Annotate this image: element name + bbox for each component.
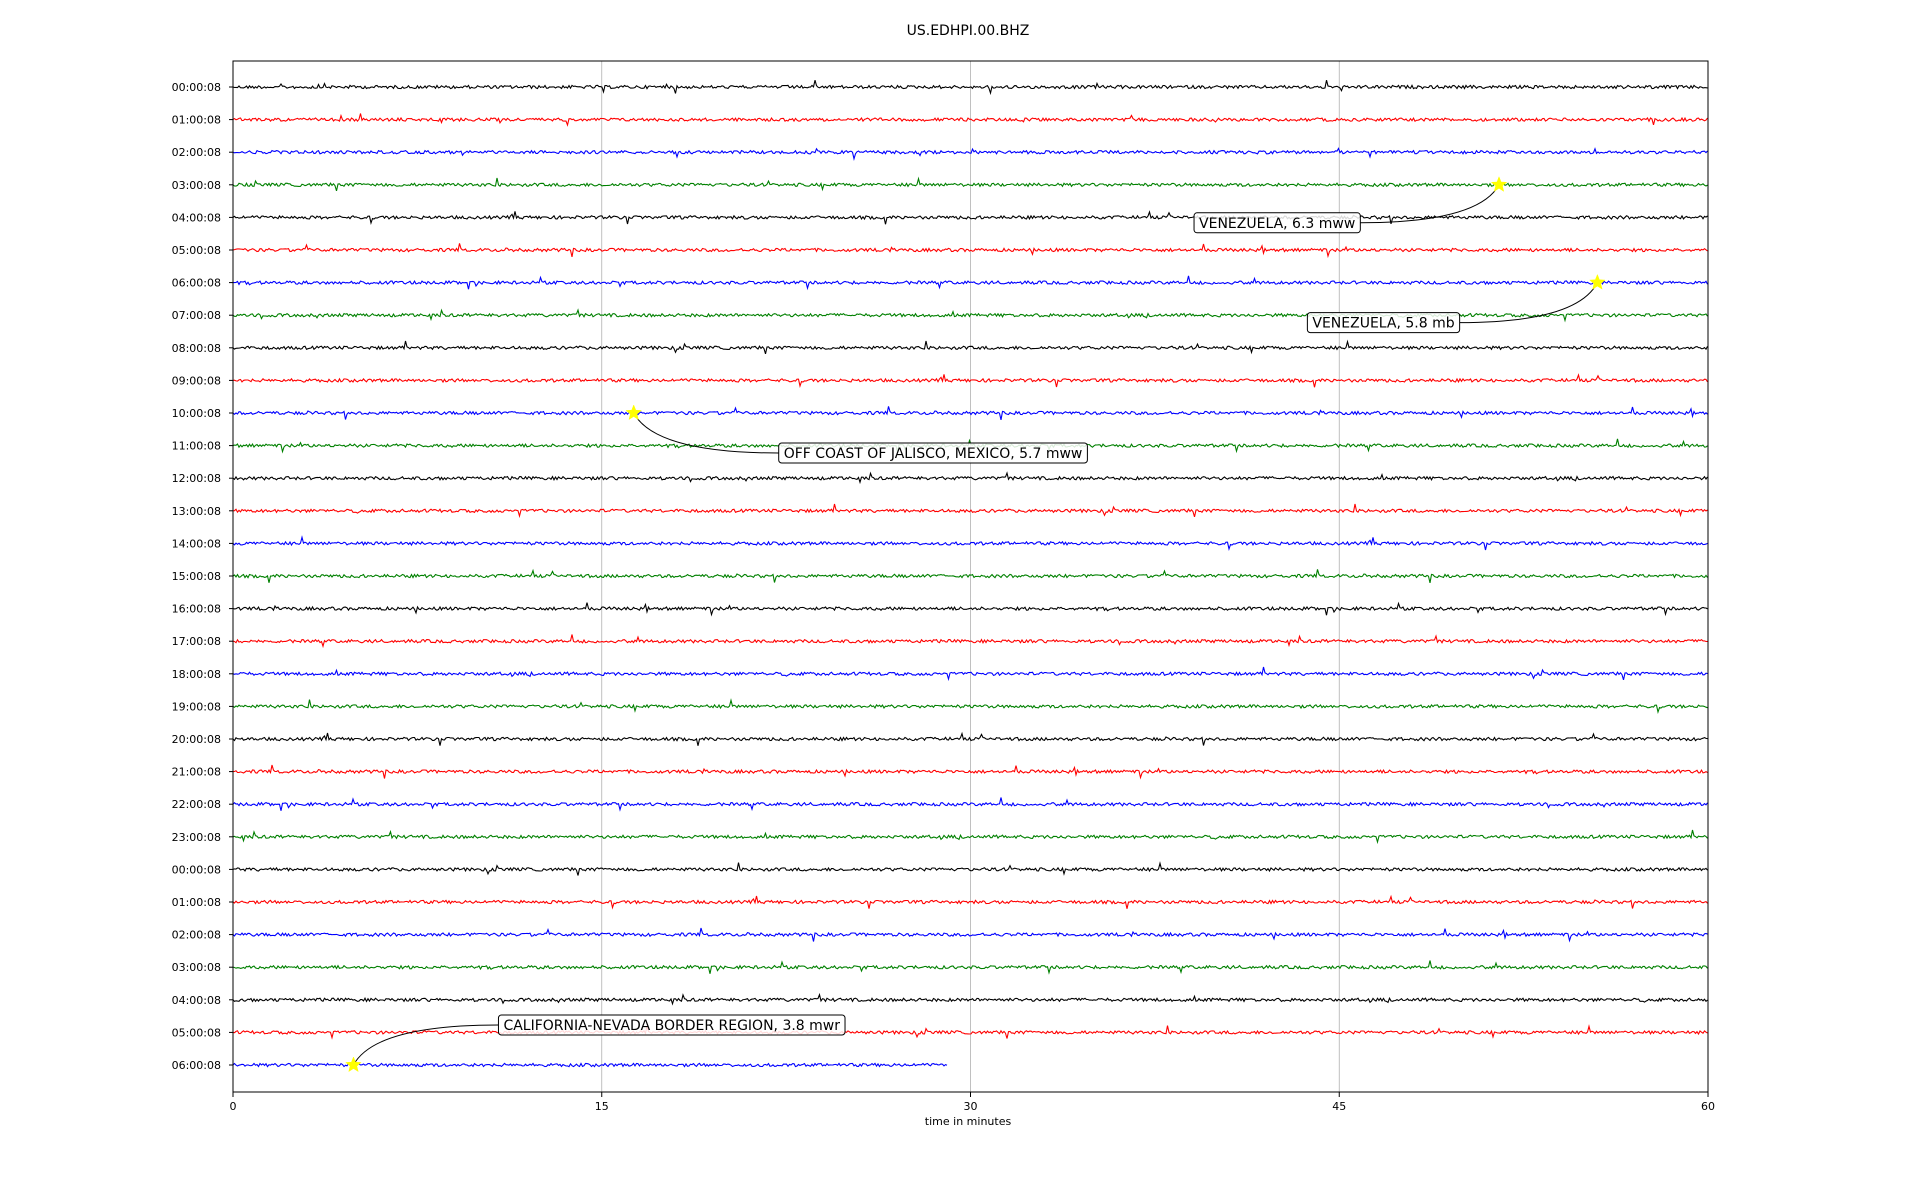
trace-label-24: 00:00:08 bbox=[172, 863, 221, 876]
trace-17 bbox=[232, 634, 1708, 649]
trace-13 bbox=[232, 503, 1708, 519]
event-annotations: VENEZUELA, 6.3 mww VENEZUELA, 5.8 mb OFF C… bbox=[345, 176, 1606, 1073]
event-star-2 bbox=[625, 404, 642, 421]
trace-label-22: 22:00:08 bbox=[172, 798, 221, 811]
trace-label-23: 23:00:08 bbox=[172, 831, 221, 844]
trace-19 bbox=[232, 698, 1708, 715]
x-axis-label: time in minutes bbox=[925, 1115, 1012, 1128]
event-label-box-0 bbox=[1193, 212, 1361, 234]
event-connector-1 bbox=[1459, 282, 1598, 324]
trace-label-2: 02:00:08 bbox=[172, 146, 221, 159]
trace-21 bbox=[232, 764, 1708, 780]
x-tick-label-0: 0 bbox=[230, 1100, 237, 1113]
trace-label-26: 02:00:08 bbox=[172, 929, 221, 942]
trace-18 bbox=[232, 666, 1708, 682]
trace-label-21: 21:00:08 bbox=[172, 766, 221, 779]
event-connector-2 bbox=[633, 412, 779, 454]
trace-layer bbox=[232, 80, 1708, 1068]
event-connector-0 bbox=[1360, 184, 1500, 224]
trace-2 bbox=[232, 147, 1708, 161]
trace-3 bbox=[232, 176, 1708, 192]
trace-label-10: 10:00:08 bbox=[172, 407, 221, 420]
trace-label-15: 15:00:08 bbox=[172, 570, 221, 583]
trace-label-3: 03:00:08 bbox=[172, 179, 221, 192]
trace-label-6: 06:00:08 bbox=[172, 277, 221, 290]
event-label-box-3 bbox=[497, 1014, 846, 1036]
trace-29 bbox=[232, 1024, 1708, 1040]
trace-label-8: 08:00:08 bbox=[172, 342, 221, 355]
trace-7 bbox=[232, 308, 1708, 323]
event-label-box-1 bbox=[1306, 312, 1461, 334]
event-label-1: VENEZUELA, 5.8 mb bbox=[1312, 316, 1454, 332]
event-annotation-1: VENEZUELA, 5.8 mb bbox=[1306, 273, 1606, 334]
trace-28 bbox=[232, 992, 1708, 1006]
trace-label-12: 12:00:08 bbox=[172, 472, 221, 485]
trace-30 bbox=[232, 1062, 948, 1068]
trace-label-28: 04:00:08 bbox=[172, 994, 221, 1007]
event-label-box-2 bbox=[778, 442, 1088, 464]
trace-26 bbox=[232, 927, 1708, 943]
trace-label-25: 01:00:08 bbox=[172, 896, 221, 909]
trace-8 bbox=[232, 339, 1708, 355]
trace-5 bbox=[232, 243, 1708, 259]
trace-label-7: 07:00:08 bbox=[172, 309, 221, 322]
x-tick-label-30: 30 bbox=[964, 1100, 978, 1113]
x-axis: 0 15 30 45 60 bbox=[230, 1092, 1715, 1113]
event-annotation-3: CALIFORNIA-NEVADA BORDER REGION, 3.8 mwr bbox=[345, 1014, 846, 1073]
trace-label-29: 05:00:08 bbox=[172, 1026, 221, 1039]
trace-label-27: 03:00:08 bbox=[172, 961, 221, 974]
trace-label-18: 18:00:08 bbox=[172, 668, 221, 681]
trace-27 bbox=[232, 960, 1708, 975]
event-star-3 bbox=[345, 1056, 362, 1073]
trace-label-19: 19:00:08 bbox=[172, 700, 221, 713]
trace-label-17: 17:00:08 bbox=[172, 635, 221, 648]
trace-10 bbox=[232, 406, 1708, 421]
trace-25 bbox=[232, 894, 1708, 910]
trace-0 bbox=[232, 80, 1708, 96]
x-tick-label-60: 60 bbox=[1701, 1100, 1715, 1113]
trace-label-9: 09:00:08 bbox=[172, 374, 221, 387]
trace-15 bbox=[232, 568, 1708, 584]
event-star-0 bbox=[1490, 176, 1508, 192]
trace-label-13: 13:00:08 bbox=[172, 505, 221, 518]
event-annotation-0: VENEZUELA, 6.3 mww bbox=[1193, 176, 1508, 234]
trace-16 bbox=[232, 601, 1708, 617]
trace-20 bbox=[232, 731, 1708, 746]
trace-label-0: 00:00:08 bbox=[172, 81, 221, 94]
trace-6 bbox=[233, 275, 1708, 291]
trace-label-11: 11:00:08 bbox=[172, 440, 221, 453]
trace-14 bbox=[232, 535, 1708, 552]
trace-24 bbox=[232, 861, 1708, 876]
trace-12 bbox=[232, 471, 1708, 485]
chart-title: US.EDHPI.00.BHZ bbox=[907, 23, 1030, 39]
trace-label-5: 05:00:08 bbox=[172, 244, 221, 257]
event-label-0: VENEZUELA, 6.3 mww bbox=[1199, 216, 1355, 232]
event-label-2: OFF COAST OF JALISCO, MEXICO, 5.7 mww bbox=[784, 446, 1083, 462]
trace-label-16: 16:00:08 bbox=[172, 603, 221, 616]
trace-label-4: 04:00:08 bbox=[172, 211, 221, 224]
event-connector-3 bbox=[353, 1024, 499, 1066]
trace-label-1: 01:00:08 bbox=[172, 114, 221, 127]
hour-labels: 00:00:08 01:00:08 02:00:08 03:00:08 04:00:08… bbox=[172, 81, 233, 1072]
trace-22 bbox=[232, 797, 1708, 812]
trace-4 bbox=[232, 210, 1708, 226]
trace-label-30: 06:00:08 bbox=[172, 1059, 221, 1072]
trace-label-14: 14:00:08 bbox=[172, 537, 221, 550]
trace-9 bbox=[232, 373, 1708, 389]
x-tick-label-15: 15 bbox=[595, 1100, 609, 1113]
trace-label-20: 20:00:08 bbox=[172, 733, 221, 746]
event-annotation-2: OFF COAST OF JALISCO, MEXICO, 5.7 mww bbox=[625, 404, 1088, 464]
event-star-1 bbox=[1589, 273, 1606, 290]
trace-23 bbox=[232, 829, 1708, 845]
event-label-3: CALIFORNIA-NEVADA BORDER REGION, 3.8 mwr bbox=[503, 1018, 840, 1034]
x-tick-label-45: 45 bbox=[1332, 1100, 1346, 1113]
trace-1 bbox=[232, 113, 1708, 127]
